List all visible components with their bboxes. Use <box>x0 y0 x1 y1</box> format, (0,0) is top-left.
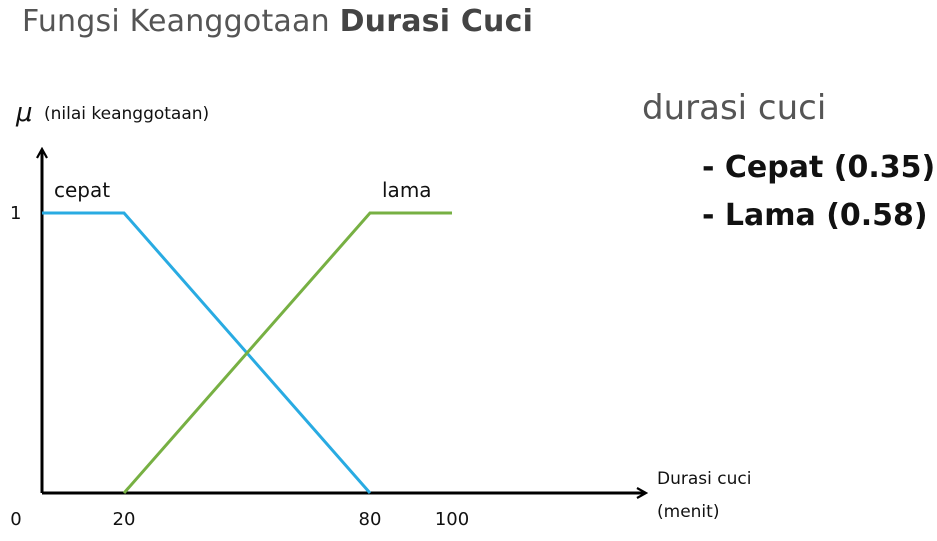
title-prefix: Fungsi Keanggotaan <box>22 4 330 39</box>
side-panel-item-lama: - Lama (0.58) <box>702 198 928 233</box>
title-bold: Durasi Cuci <box>339 4 534 39</box>
x-tick-label: 80 <box>359 509 382 530</box>
x-tick-label: 0 <box>10 509 21 530</box>
x-tick-label: 100 <box>435 509 469 530</box>
x-tick-label: 20 <box>113 509 136 530</box>
x-axis-label-line2: (menit) <box>657 502 719 522</box>
x-axis-label-line1: Durasi cuci <box>657 469 751 489</box>
y-axis-symbol: μ <box>15 98 33 128</box>
side-panel-heading: durasi cuci <box>642 88 827 128</box>
page-title: Fungsi Keanggotaan Durasi Cuci <box>22 4 533 39</box>
series-line-cepat <box>42 211 372 494</box>
series-line-lama <box>122 211 452 494</box>
series-label-cepat: cepat <box>54 178 110 202</box>
series-label-lama: lama <box>382 178 432 202</box>
y-axis-label: (nilai keanggotaan) <box>44 104 209 124</box>
y-tick-label: 1 <box>10 203 21 224</box>
side-panel-item-cepat: - Cepat (0.35) <box>702 150 936 185</box>
